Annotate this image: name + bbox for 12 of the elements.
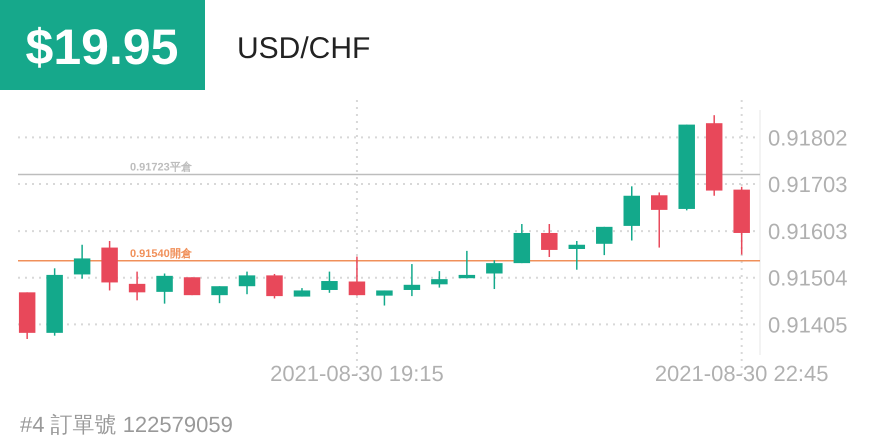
y-tick-label: 0.91504 — [768, 266, 848, 291]
ref-line-label: 0.91723平倉 — [130, 160, 193, 174]
chart-title: USD/CHF — [237, 32, 370, 65]
text: #4 訂單號 122579059 — [20, 412, 233, 437]
y-tick-label: 0.91802 — [768, 125, 848, 150]
x-tick-label: 2021-08-30 19:15 — [270, 361, 444, 386]
y-tick-label: 0.91603 — [768, 219, 848, 244]
y-tick-label: 0.91405 — [768, 312, 848, 338]
text: $19.95 — [26, 19, 178, 75]
y-tick-label: 0.91703 — [768, 172, 848, 197]
x-tick-label: 2021-08-30 22:45 — [654, 361, 829, 386]
ref-line-label: 0.91540開倉 — [130, 246, 193, 260]
